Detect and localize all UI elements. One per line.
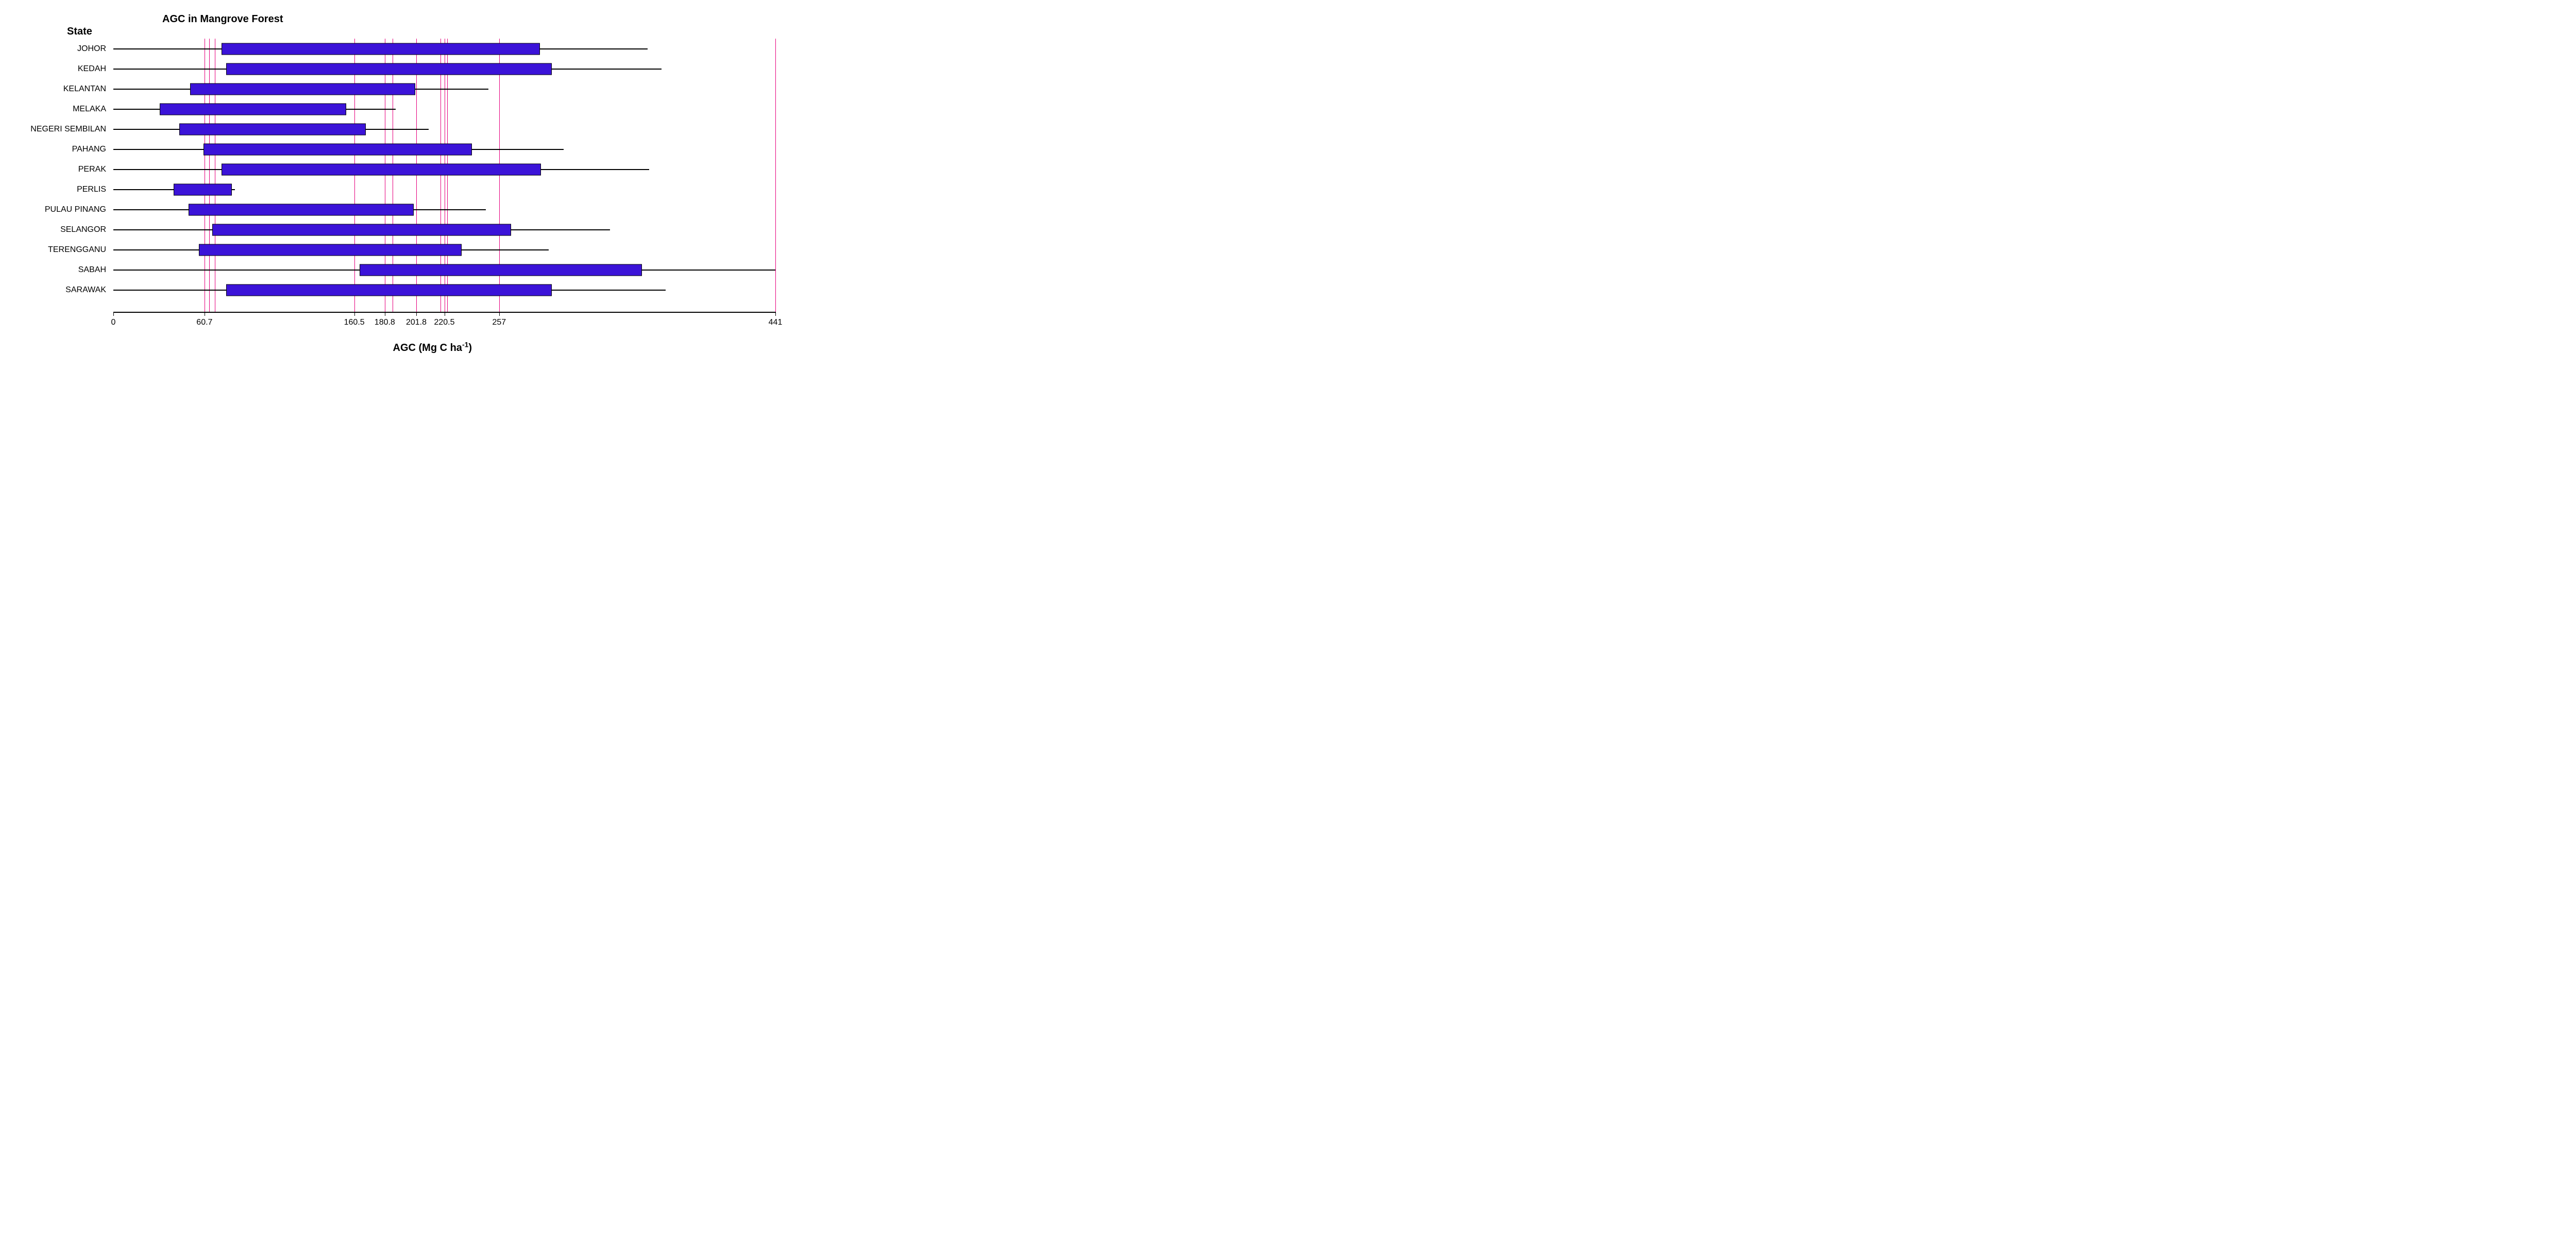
category-label: PAHANG: [10, 145, 106, 154]
category-label: KEDAH: [10, 64, 106, 74]
x-tick-mark: [354, 312, 355, 316]
reference-line: [775, 39, 776, 312]
category-label: PULAU PINANG: [10, 205, 106, 214]
category-label: TERENGGANU: [10, 245, 106, 255]
range-bar: [160, 103, 346, 115]
range-bar: [179, 123, 365, 135]
range-bar: [174, 183, 232, 195]
chart-title: AGC in Mangrove Forest: [162, 13, 283, 25]
range-bar: [226, 284, 552, 296]
x-tick-label: 0: [111, 318, 116, 327]
y-axis-title: State: [67, 26, 92, 38]
x-tick-mark: [113, 312, 114, 316]
category-label: NEGERI SEMBILAN: [10, 125, 106, 134]
category-label: PERAK: [10, 165, 106, 174]
x-tick-mark: [416, 312, 417, 316]
x-tick-label: 60.7: [196, 318, 212, 327]
range-bar: [190, 83, 415, 95]
x-tick-label: 180.8: [375, 318, 395, 327]
category-label: SARAWAK: [10, 285, 106, 295]
category-label: PERLIS: [10, 185, 106, 194]
x-tick-label: 160.5: [344, 318, 365, 327]
range-bar: [199, 244, 462, 256]
category-label: MELAKA: [10, 105, 106, 114]
range-bar: [204, 143, 472, 155]
plot-area: [113, 39, 775, 312]
category-label: SABAH: [10, 265, 106, 275]
x-tick-mark: [499, 312, 500, 316]
category-label: KELANTAN: [10, 85, 106, 94]
range-bar: [360, 264, 642, 276]
reference-line: [354, 39, 355, 312]
range-bar: [222, 43, 540, 55]
range-bar: [226, 63, 552, 75]
category-label: SELANGOR: [10, 225, 106, 234]
reference-line: [209, 39, 210, 312]
range-bar: [189, 204, 414, 215]
x-tick-label: 257: [492, 318, 506, 327]
x-tick-mark: [775, 312, 776, 316]
x-axis-title: AGC (Mg C ha-1): [393, 340, 472, 354]
range-bar: [222, 163, 541, 175]
category-label: JOHOR: [10, 44, 106, 54]
range-bar: [212, 224, 511, 236]
x-tick-label: 220.5: [434, 318, 454, 327]
agc-chart: AGC in Mangrove Forest State AGC (Mg C h…: [10, 10, 796, 374]
x-axis-title-text: AGC (Mg C ha-1): [393, 342, 472, 354]
x-tick-label: 441: [769, 318, 783, 327]
x-tick-label: 201.8: [406, 318, 427, 327]
